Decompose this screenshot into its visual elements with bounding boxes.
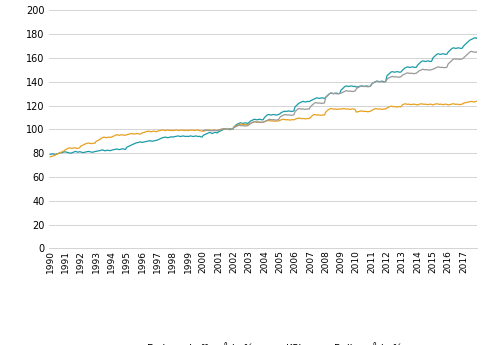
- En kopp kaffe på kafé: [143, 139, 149, 144]
- KPI: [397, 105, 403, 109]
- KPI: [402, 102, 408, 106]
- Line: KPI: KPI: [50, 101, 478, 157]
- Line: Bullar på kafé: Bullar på kafé: [203, 51, 478, 131]
- KPI: [53, 153, 58, 157]
- Bullar på kafé: [475, 50, 481, 54]
- En kopp kaffe på kafé: [47, 152, 53, 156]
- Line: En kopp kaffe på kafé: En kopp kaffe på kafé: [50, 38, 478, 155]
- En kopp kaffe på kafé: [472, 36, 478, 40]
- KPI: [287, 118, 293, 122]
- En kopp kaffe på kafé: [398, 70, 404, 74]
- En kopp kaffe på kafé: [403, 66, 409, 70]
- KPI: [47, 155, 53, 159]
- KPI: [475, 99, 481, 103]
- Legend: En kopp kaffe på kafé, KPI, Bullar på kafé: En kopp kaffe på kafé, KPI, Bullar på ka…: [120, 338, 406, 345]
- KPI: [175, 128, 181, 132]
- Bullar på kafé: [287, 113, 293, 117]
- Bullar på kafé: [402, 72, 408, 76]
- En kopp kaffe på kafé: [475, 36, 481, 40]
- KPI: [142, 130, 148, 135]
- En kopp kaffe på kafé: [288, 109, 294, 114]
- En kopp kaffe på kafé: [176, 134, 182, 138]
- En kopp kaffe på kafé: [53, 152, 58, 157]
- Bullar på kafé: [397, 75, 403, 79]
- En kopp kaffe på kafé: [54, 152, 59, 156]
